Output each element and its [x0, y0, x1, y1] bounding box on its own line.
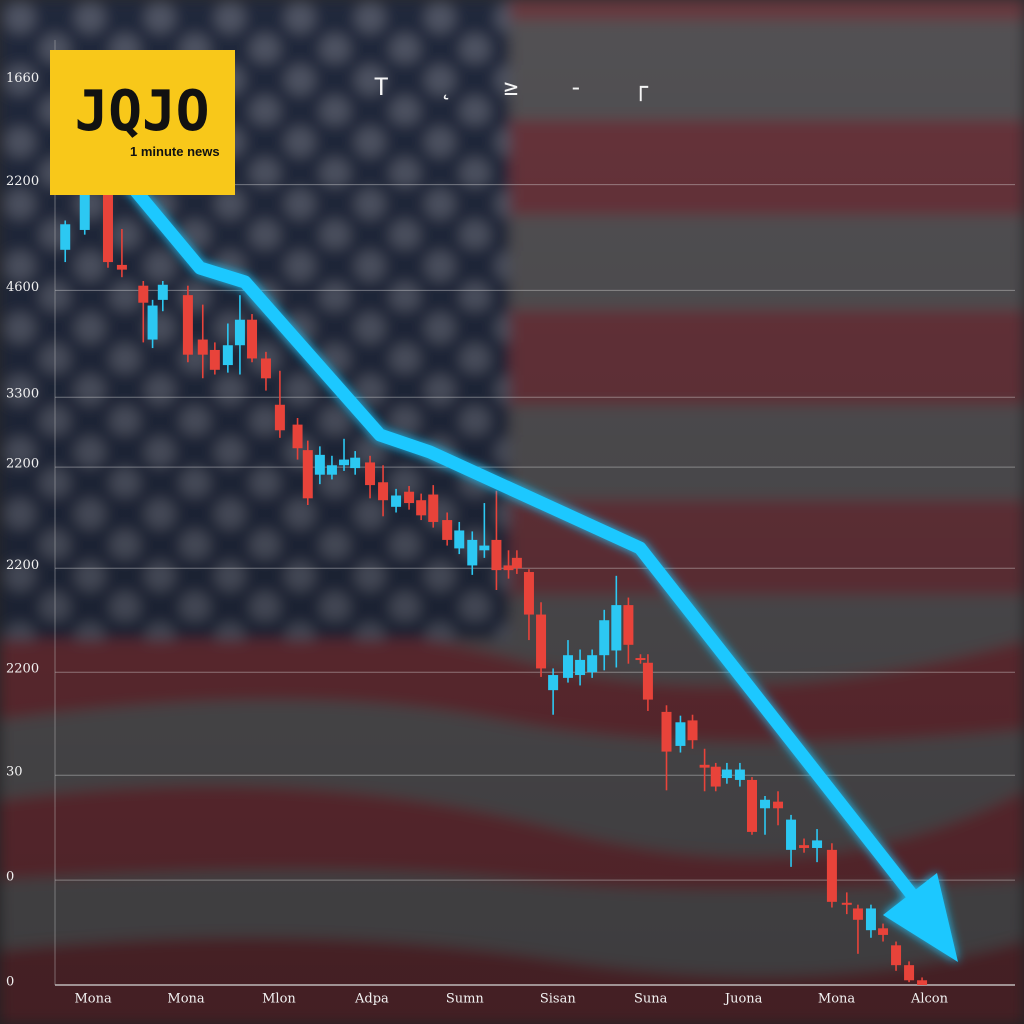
candle-body	[365, 462, 376, 486]
x-tick-label: Juona	[723, 992, 763, 1007]
candle-body	[79, 194, 90, 230]
logo-tagline: 1 minute news	[130, 144, 220, 159]
candle-body	[734, 769, 745, 780]
candle-body	[60, 224, 71, 250]
candle-body	[587, 655, 598, 673]
candle-body	[865, 908, 876, 931]
x-tick-label: Mona	[74, 992, 112, 1007]
y-tick-label: 2200	[6, 558, 39, 573]
candle-body	[904, 965, 915, 981]
candle-body	[812, 840, 823, 848]
candle-body	[773, 801, 784, 809]
candle-body	[442, 520, 453, 540]
candle-body	[523, 572, 534, 615]
candle-body	[274, 404, 285, 431]
candle-body	[878, 928, 889, 935]
trend-arrow	[105, 155, 958, 962]
candle-body	[799, 845, 810, 848]
y-tick-label: 1660	[6, 71, 39, 86]
candle-body	[661, 711, 672, 752]
y-tick-label: 0	[6, 870, 14, 885]
x-tick-label: Alcon	[910, 992, 949, 1007]
candle-body	[642, 662, 653, 700]
candle-body	[467, 539, 478, 566]
candle-body	[548, 675, 559, 691]
candle-body	[314, 454, 325, 475]
y-tick-label: 2200	[6, 457, 39, 472]
candle-body	[147, 305, 158, 340]
candle-body	[404, 491, 415, 504]
candle-body	[234, 319, 245, 346]
candle-body	[503, 565, 514, 571]
candle-body	[623, 605, 634, 645]
candle-body	[339, 459, 350, 466]
candle-body	[721, 769, 732, 779]
candle-body	[116, 264, 127, 270]
candle-body	[599, 620, 610, 656]
candle-body	[247, 319, 258, 359]
x-tick-label: Mlon	[262, 992, 296, 1007]
y-tick-label: 0	[6, 975, 14, 990]
candle-body	[746, 779, 757, 832]
candle-body	[675, 722, 686, 746]
candles	[60, 184, 928, 985]
logo-box	[50, 50, 235, 195]
candle-body	[428, 494, 439, 522]
candle-body	[491, 539, 502, 571]
candle-body	[611, 605, 622, 651]
candle-body	[699, 764, 710, 768]
candle-body	[222, 345, 233, 366]
candle-body	[710, 766, 721, 787]
candle-body	[326, 465, 337, 475]
candle-body	[138, 285, 149, 303]
candle-body	[786, 819, 797, 850]
logo-brand: JQJO	[75, 79, 210, 144]
candle-body	[260, 358, 271, 379]
y-tick-label: 30	[6, 765, 23, 780]
y-tick-label: 3300	[6, 387, 39, 402]
candle-body	[157, 284, 168, 300]
candle-body	[687, 720, 698, 741]
candle-body	[292, 424, 303, 449]
y-tick-label: 2200	[6, 662, 39, 677]
chart-title: T ˛ ≥ - ┌	[374, 73, 666, 102]
candle-body	[197, 339, 208, 355]
candle-body	[760, 799, 771, 809]
candle-body	[826, 849, 837, 902]
candle-body	[575, 659, 586, 676]
candle-body	[350, 457, 361, 469]
candle-body	[182, 295, 193, 355]
logo: JQJO 1 minute news	[50, 50, 235, 195]
candle-body	[302, 450, 313, 499]
candle-body	[917, 980, 928, 985]
candle-body	[891, 945, 902, 966]
x-tick-label: Suna	[634, 992, 668, 1007]
candle-body	[479, 545, 490, 551]
y-tick-label: 4600	[6, 280, 39, 295]
candle-body	[454, 530, 465, 549]
y-tick-label: 2200	[6, 174, 39, 189]
x-tick-label: Adpa	[354, 992, 389, 1007]
candle-body	[562, 655, 573, 678]
candle-body	[511, 557, 522, 569]
x-tick-label: Mona	[818, 992, 856, 1007]
candle-body	[416, 500, 427, 516]
x-tick-label: Mona	[167, 992, 205, 1007]
candle-body	[852, 908, 863, 920]
candle-body	[536, 614, 547, 669]
x-tick-label: Sisan	[540, 992, 576, 1007]
candle-body	[391, 495, 402, 507]
candle-body	[378, 482, 389, 501]
candle-body	[102, 194, 113, 263]
candle-body	[841, 902, 852, 905]
candle-body	[635, 658, 646, 661]
candle-body	[209, 349, 220, 370]
x-tick-label: Sumn	[446, 992, 485, 1007]
